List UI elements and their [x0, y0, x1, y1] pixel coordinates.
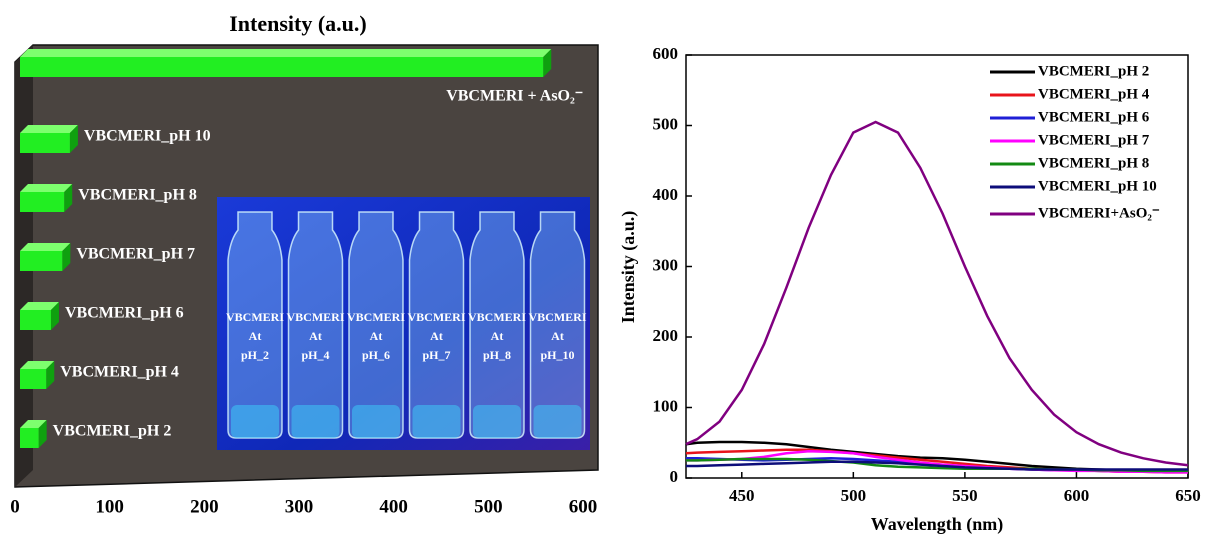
bar-side — [46, 361, 55, 389]
inset-label: At — [249, 329, 262, 343]
x-axis-title: Wavelength (nm) — [871, 514, 1004, 535]
bar-top — [20, 243, 71, 251]
bar-top — [20, 302, 59, 310]
bar-side — [62, 243, 71, 271]
inset-label: VBCMERI — [528, 310, 586, 324]
inset-label: pH_8 — [483, 348, 511, 362]
vial-liquid — [352, 405, 400, 438]
category-label: VBCMERI_pH 8 — [78, 187, 197, 204]
bar — [20, 133, 70, 153]
category-label: VBCMERI + AsO₂⁻ — [446, 88, 583, 105]
inset-label: pH_6 — [362, 348, 390, 362]
inset-label: At — [370, 329, 383, 343]
inset-label: VBCMERI — [226, 310, 284, 324]
bar — [20, 428, 39, 448]
vial-liquid — [533, 405, 582, 438]
bar-side — [64, 184, 73, 212]
x-tick-label: 500 — [841, 486, 867, 505]
bar-top — [20, 361, 55, 369]
bar-top — [20, 49, 552, 57]
x-tick-label: 450 — [729, 486, 755, 505]
line — [685, 120, 1189, 467]
vial — [469, 211, 525, 439]
bar-side — [50, 302, 59, 330]
x-tick-label: 400 — [379, 496, 408, 517]
vial-liquid — [412, 405, 461, 438]
vial-liquid — [291, 405, 340, 438]
vial-liquid — [231, 405, 279, 438]
x-tick-label: 550 — [952, 486, 978, 505]
bar — [20, 57, 544, 77]
x-tick-label: 200 — [190, 496, 219, 517]
y-tick-label: 200 — [653, 326, 679, 345]
legend-label: VBCMERI_pH 8 — [1038, 155, 1149, 171]
vial — [227, 211, 283, 439]
bar-top — [20, 420, 47, 428]
inset-label: VBCMERI — [407, 310, 465, 324]
bar-side — [69, 125, 78, 153]
vial — [287, 211, 344, 439]
legend-label: VBCMERI_pH 2 — [1038, 63, 1149, 79]
y-tick-label: 100 — [653, 396, 679, 415]
inset-label: pH_10 — [540, 348, 574, 362]
legend-label: VBCMERI_pH 10 — [1038, 178, 1157, 194]
category-label: VBCMERI_pH 4 — [60, 364, 179, 381]
bar-top — [20, 184, 73, 192]
legend-label: VBCMERI_pH 6 — [1038, 109, 1150, 125]
vial — [348, 211, 404, 439]
x-tick-label: 300 — [285, 496, 314, 517]
inset-label: At — [430, 329, 443, 343]
inset-label: VBCMERI — [468, 310, 526, 324]
category-label: VBCMERI_pH 10 — [84, 128, 211, 145]
vial — [408, 211, 465, 439]
x-tick-label: 650 — [1175, 486, 1201, 505]
bar — [20, 369, 47, 389]
bar-side — [543, 49, 552, 77]
x-tick-label: 600 — [1064, 486, 1090, 505]
bar — [20, 251, 63, 271]
y-tick-label: 600 — [653, 44, 679, 63]
inset-label: pH_2 — [241, 348, 269, 362]
vial — [529, 211, 586, 439]
y-tick-label: 500 — [653, 114, 679, 133]
y-axis-title: Intensity (a.u.) — [618, 211, 639, 324]
x-tick-label: 500 — [474, 496, 503, 517]
x-tick-label: 0 — [10, 496, 20, 517]
legend-label: VBCMERI+AsO₂⁻ — [1038, 205, 1160, 221]
x-tick-label: 100 — [95, 496, 124, 517]
y-tick-label: 300 — [653, 255, 679, 274]
legend-label: VBCMERI_pH 7 — [1038, 132, 1150, 148]
category-label: VBCMERI_pH 2 — [53, 423, 172, 440]
inset-label: pH_7 — [422, 348, 450, 362]
y-tick-label: 0 — [670, 467, 679, 486]
category-label: VBCMERI_pH 7 — [76, 246, 195, 263]
inset-label: At — [491, 329, 504, 343]
inset-label: pH_4 — [301, 348, 329, 362]
inset-label: VBCMERI — [286, 310, 344, 324]
bar — [20, 192, 65, 212]
inset-label: At — [309, 329, 322, 343]
x-tick-label: 600 — [569, 496, 598, 517]
legend-label: VBCMERI_pH 4 — [1038, 86, 1150, 102]
inset-label: At — [551, 329, 564, 343]
chart-title: Intensity (a.u.) — [229, 11, 367, 36]
bar-side — [38, 420, 47, 448]
bar-top — [20, 125, 78, 133]
inset-label: VBCMERI — [347, 310, 405, 324]
line — [686, 460, 1188, 471]
bar — [20, 310, 51, 330]
category-label: VBCMERI_pH 6 — [65, 305, 184, 322]
y-tick-label: 400 — [653, 185, 679, 204]
vial-liquid — [473, 405, 521, 438]
